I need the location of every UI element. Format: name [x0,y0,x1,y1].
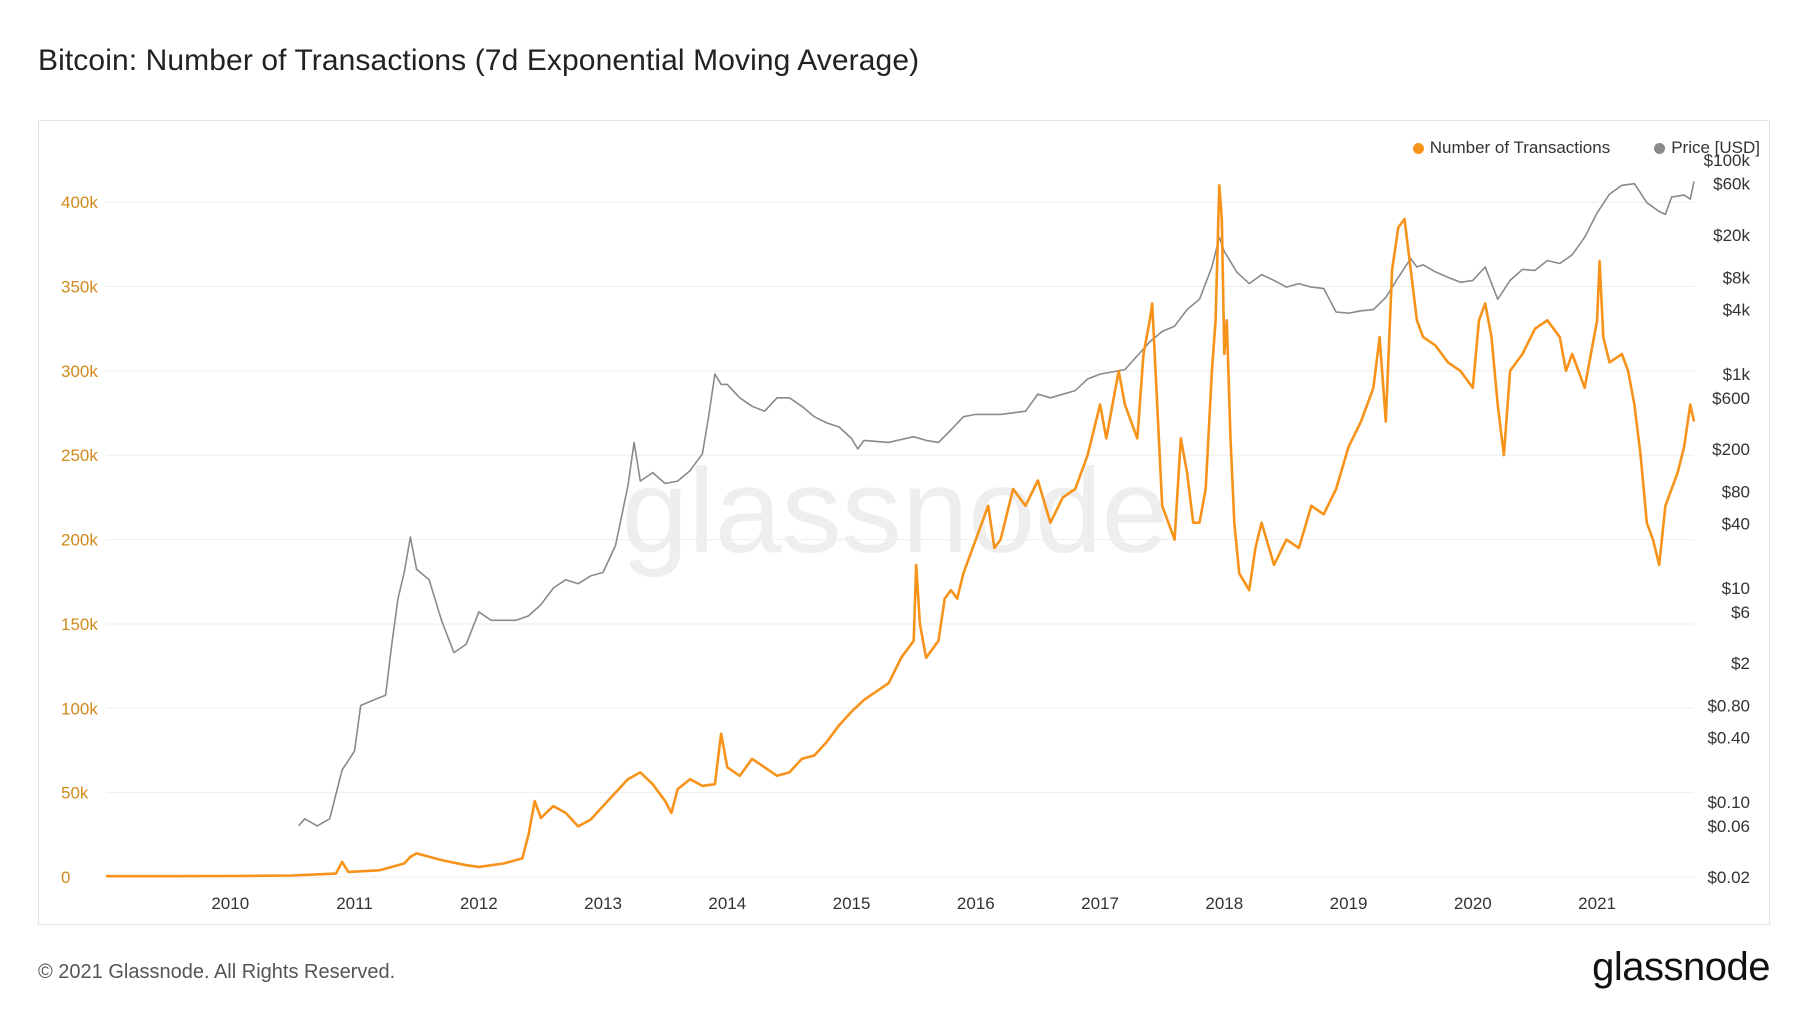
right-tick-label: $10 [1722,579,1750,598]
x-tick-label: 2018 [1205,894,1243,913]
chart-frame [38,120,1770,925]
left-tick-label: 100k [61,699,98,718]
right-tick-label: $600 [1712,389,1750,408]
footer-logo[interactable]: glassnode [1592,945,1770,989]
series-lines [106,181,1696,878]
x-tick-label: 2012 [460,894,498,913]
left-tick-label: 250k [61,446,98,465]
right-tick-label: $6 [1731,603,1750,622]
legend: Number of Transactions Price [USD] [1412,138,1760,158]
right-tick-label: $8k [1723,268,1751,287]
x-tick-label: 2016 [957,894,995,913]
right-tick-label: $0.80 [1707,697,1750,716]
left-tick-label: 350k [61,278,98,297]
legend-label-price: Price [USD] [1671,138,1760,157]
left-tick-label: 200k [61,531,98,550]
gridlines [106,201,1694,878]
right-tick-label: $4k [1723,301,1751,320]
x-tick-label: 2019 [1330,894,1368,913]
left-tick-label: 0 [61,868,70,887]
x-tick-label: 2011 [336,894,373,913]
price-series-line [297,181,1695,827]
right-tick-label: $0.06 [1707,817,1750,836]
left-tick-label: 150k [61,615,98,634]
legend-label-transactions: Number of Transactions [1429,138,1611,157]
price-dot-icon [1654,142,1666,154]
legend-item-price[interactable]: Price [USD] [1654,138,1760,158]
right-tick-label: $20k [1713,226,1750,245]
x-axis-ticks: 2010 2011 2012 2013 2014 2015 2016 2017 2018 2019… [211,894,1616,913]
right-tick-label: $1k [1723,365,1751,384]
right-tick-label: $0.40 [1707,729,1750,748]
left-tick-label: 300k [61,362,98,381]
transactions-series-line [106,184,1696,878]
right-tick-label: $0.02 [1707,868,1750,887]
left-tick-label: 400k [61,193,98,212]
left-tick-label: 50k [61,784,89,803]
legend-item-transactions[interactable]: Number of Transactions [1412,138,1611,158]
right-tick-label: $2 [1731,654,1750,673]
right-axis-ticks: $100k $60k $20k $8k $4k $1k $600 $200 $80 $40 $10 $… [1704,151,1751,887]
right-tick-label: $80 [1722,482,1750,501]
transactions-dot-icon [1412,142,1424,154]
right-tick-label: $40 [1722,515,1750,534]
right-tick-label: $100k [1704,151,1751,170]
left-axis-ticks: 0 50k 100k 150k 200k 250k 300k 350k 400k [61,193,98,887]
x-tick-label: 2013 [584,894,622,913]
x-tick-label: 2015 [833,894,871,913]
right-tick-label: $0.10 [1707,793,1750,812]
right-tick-label: $60k [1713,175,1750,194]
watermark-text: glassnode [621,444,1168,578]
x-tick-label: 2010 [211,894,249,913]
chart-title: Bitcoin: Number of Transactions (7d Expo… [38,44,920,77]
right-tick-label: $200 [1712,440,1750,459]
x-tick-label: 2017 [1081,894,1119,913]
x-tick-label: 2020 [1454,894,1492,913]
x-tick-label: 2014 [708,894,746,913]
x-tick-label: 2021 [1578,894,1616,913]
footer-copyright: © 2021 Glassnode. All Rights Reserved. [38,961,396,983]
